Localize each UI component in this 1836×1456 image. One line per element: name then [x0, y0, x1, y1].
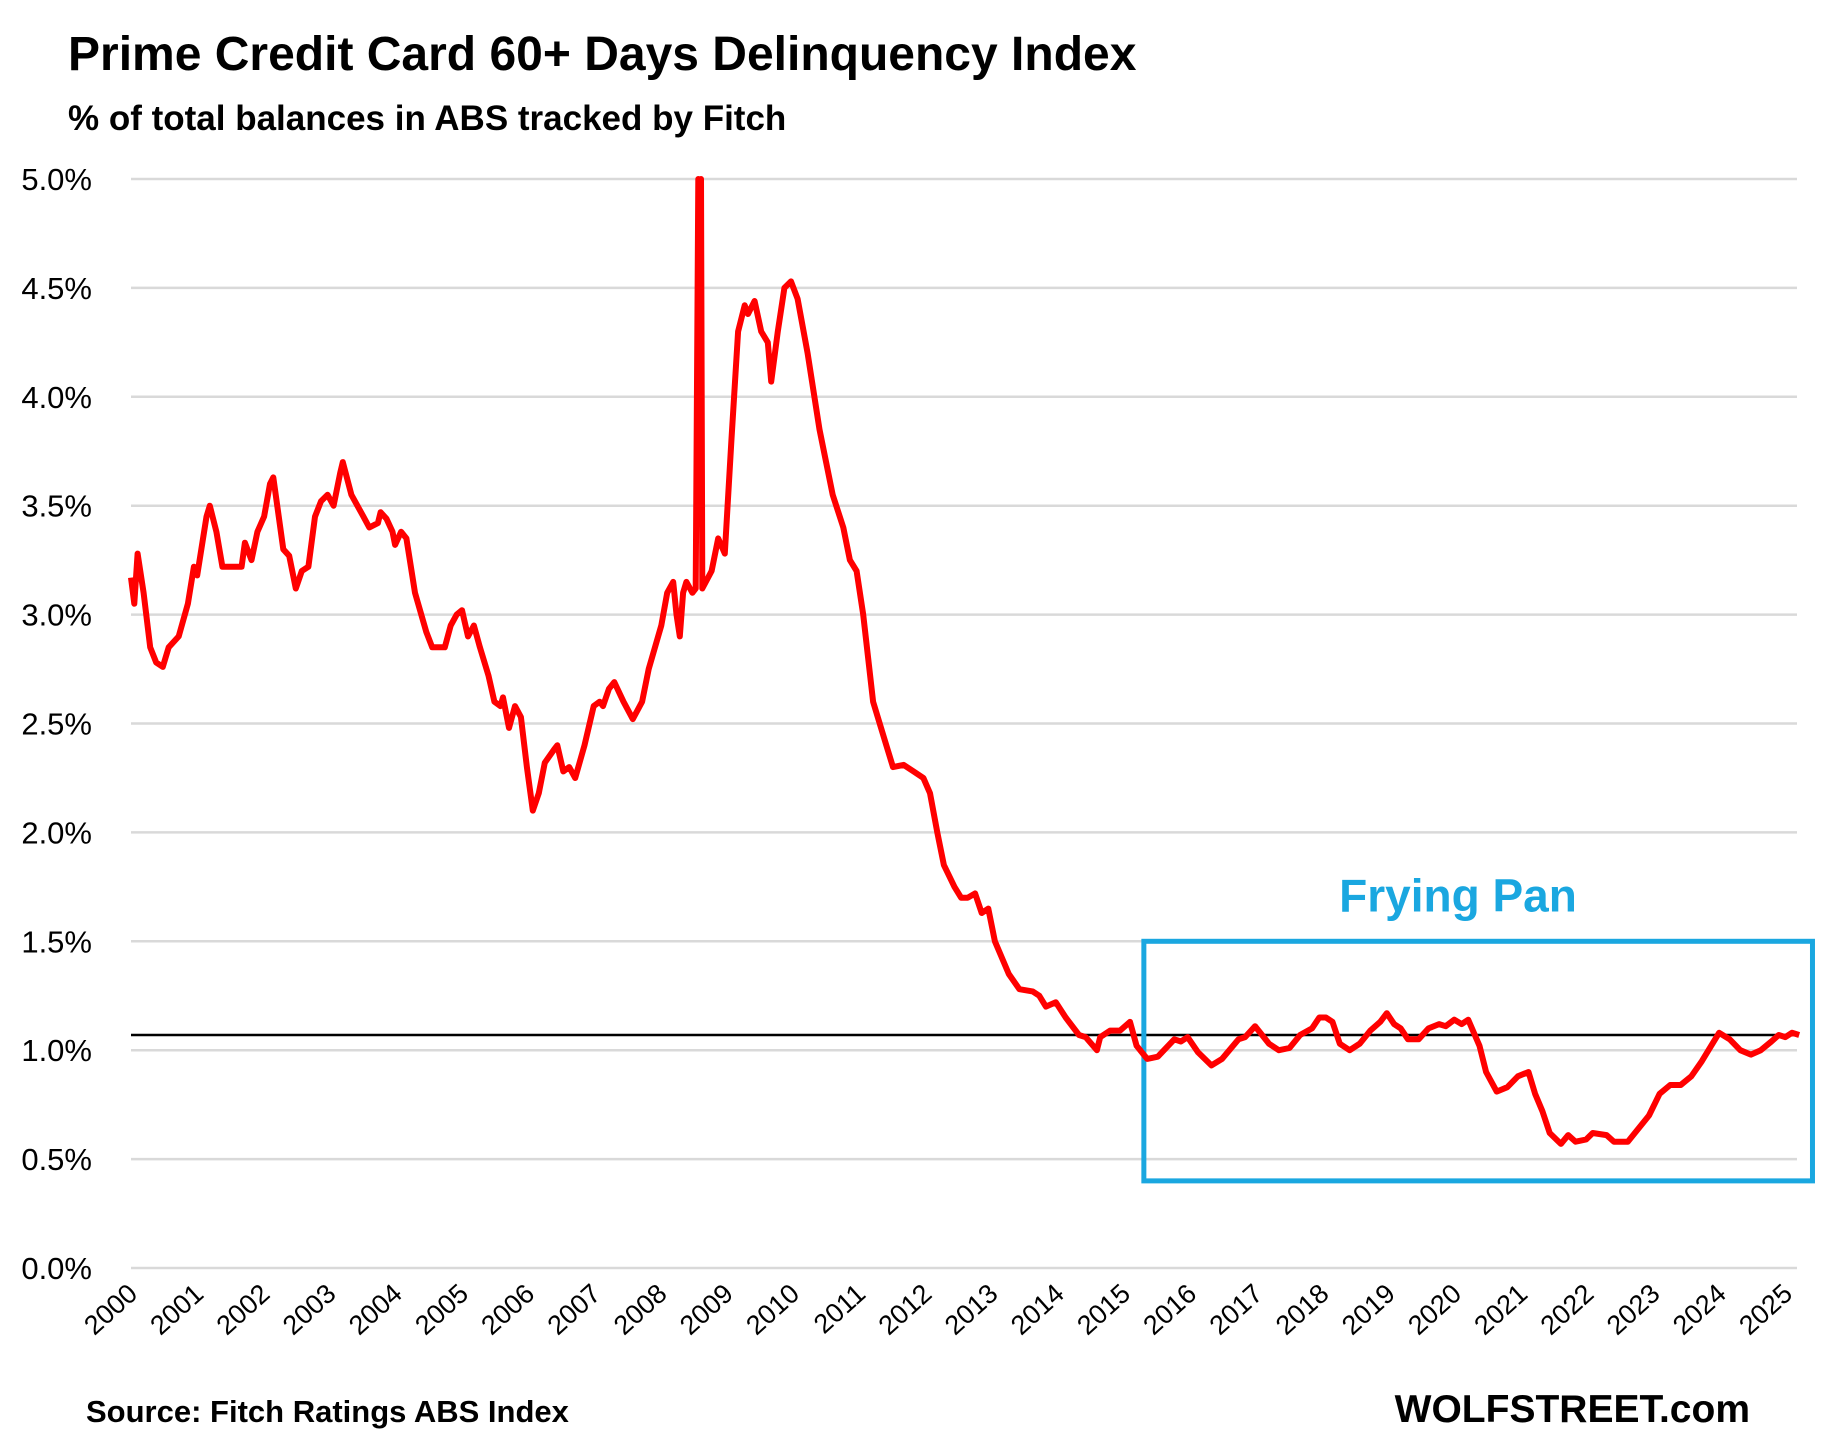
y-tick-label: 2.0%: [21, 815, 92, 850]
x-tick-label: 2021: [1468, 1278, 1533, 1340]
x-tick-label: 2004: [343, 1278, 408, 1340]
x-tick-label: 2003: [277, 1278, 342, 1340]
gridlines: [131, 177, 1797, 1270]
x-tick-label: 2009: [674, 1278, 739, 1340]
x-tick-label: 2024: [1667, 1278, 1732, 1340]
x-tick-label: 2001: [144, 1278, 209, 1340]
y-tick-label: 1.0%: [21, 1033, 92, 1068]
frying-pan-box: [1141, 938, 1815, 1184]
x-tick-label: 2018: [1270, 1278, 1335, 1340]
y-tick-label: 2.5%: [21, 707, 92, 742]
x-axis-ticks: 2000 2001 2002 2003 2004 2005 2006 2007 2008 2009…: [78, 1278, 1798, 1340]
chart-subtitle: % of total balances in ABS tracked by Fi…: [68, 99, 786, 138]
y-tick-label: 3.0%: [21, 598, 92, 633]
x-tick-label: 2015: [1071, 1278, 1136, 1340]
x-tick-label: 2000: [78, 1278, 143, 1340]
x-tick-label: 2006: [475, 1278, 540, 1340]
x-tick-label: 2010: [740, 1278, 805, 1340]
y-tick-label: 4.5%: [21, 271, 92, 306]
y-tick-label: 0.5%: [21, 1142, 92, 1177]
y-tick-label: 5.0%: [21, 162, 92, 197]
chart-title: Prime Credit Card 60+ Days Delinquency I…: [68, 28, 1137, 81]
x-tick-label: 2017: [1204, 1278, 1269, 1340]
x-tick-label: 2002: [211, 1278, 276, 1340]
y-tick-label: 1.5%: [21, 924, 92, 959]
x-tick-label: 2012: [873, 1278, 938, 1340]
source-note: Source: Fitch Ratings ABS Index: [86, 1394, 570, 1429]
x-tick-label: 2016: [1137, 1278, 1202, 1340]
x-tick-label: 2008: [608, 1278, 673, 1340]
series-line: [128, 176, 1801, 1147]
x-tick-label: 2011: [808, 1278, 871, 1339]
x-tick-label: 2014: [1005, 1278, 1070, 1340]
y-tick-label: 4.0%: [21, 380, 92, 415]
y-axis-ticks: 0.0% 0.5% 1.0% 1.5% 2.0% 2.5% 3.0% 3.5% 4.0% 4.5%…: [21, 162, 92, 1286]
x-tick-label: 2023: [1601, 1278, 1666, 1340]
x-tick-label: 2022: [1535, 1278, 1600, 1340]
x-tick-label: 2020: [1402, 1278, 1467, 1340]
x-tick-label: 2005: [409, 1278, 474, 1340]
frying-pan-label: Frying Pan: [1339, 869, 1577, 921]
brand-label: WOLFSTREET.com: [1395, 1388, 1750, 1431]
x-tick-label: 2019: [1336, 1278, 1401, 1340]
x-tick-label: 2013: [939, 1278, 1004, 1340]
y-tick-label: 3.5%: [21, 489, 92, 524]
x-tick-label: 2025: [1733, 1278, 1798, 1340]
y-tick-label: 0.0%: [21, 1251, 92, 1286]
x-tick-label: 2007: [542, 1278, 607, 1340]
